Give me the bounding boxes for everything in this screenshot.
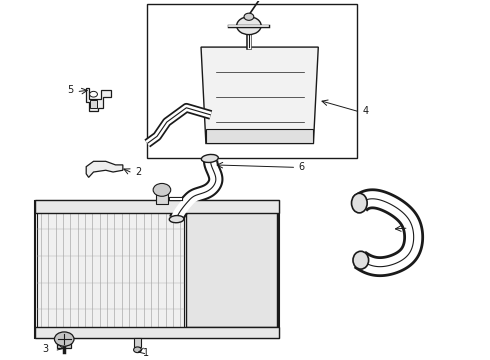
Bar	[35, 201, 279, 338]
Bar	[90, 100, 97, 108]
Bar	[134, 338, 142, 347]
Ellipse shape	[351, 193, 367, 213]
Bar	[206, 129, 314, 144]
Circle shape	[90, 91, 98, 97]
Bar	[186, 211, 277, 327]
Circle shape	[134, 347, 142, 353]
Circle shape	[153, 184, 171, 196]
Text: 2: 2	[135, 167, 141, 177]
Text: 4: 4	[362, 106, 368, 116]
Text: 6: 6	[299, 162, 305, 172]
Bar	[57, 338, 71, 348]
Text: 5: 5	[67, 85, 73, 95]
Circle shape	[54, 332, 74, 346]
Bar	[35, 327, 279, 338]
Ellipse shape	[201, 154, 218, 162]
Text: 1: 1	[144, 348, 149, 358]
Bar	[156, 193, 168, 204]
Circle shape	[237, 17, 261, 35]
Ellipse shape	[353, 251, 368, 269]
Text: 7: 7	[411, 224, 417, 233]
Bar	[35, 199, 279, 213]
Polygon shape	[201, 47, 318, 144]
Text: 3: 3	[42, 344, 49, 354]
Ellipse shape	[169, 216, 184, 223]
Polygon shape	[86, 88, 111, 111]
Circle shape	[244, 13, 254, 20]
Bar	[37, 202, 184, 336]
Polygon shape	[86, 161, 123, 177]
Bar	[147, 4, 357, 158]
